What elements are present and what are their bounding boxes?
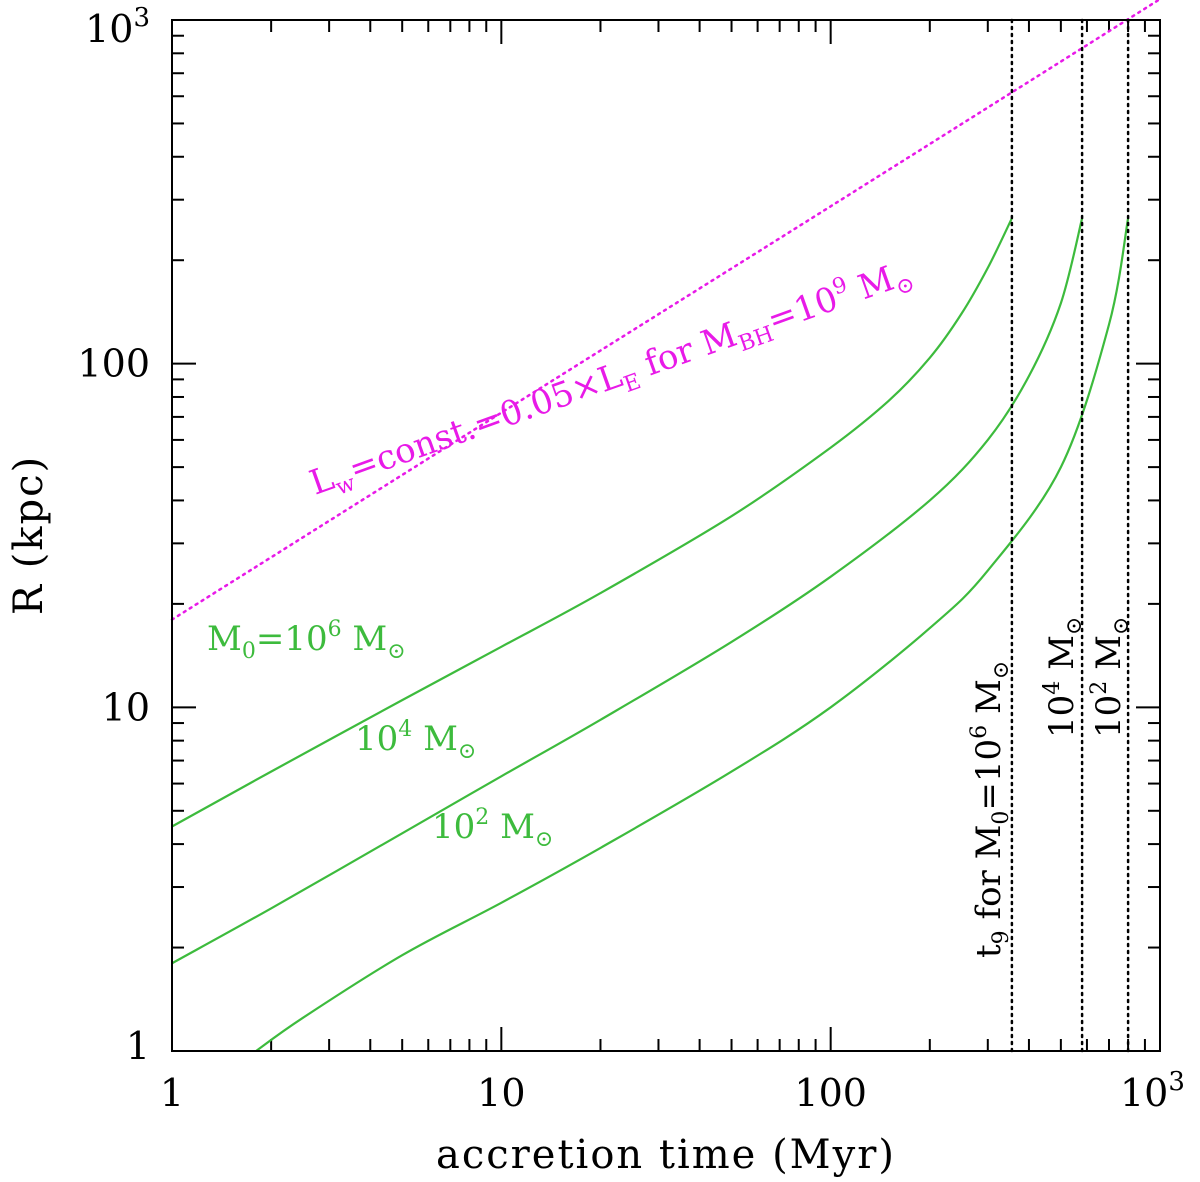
- y-axis-label: R (kpc): [6, 455, 52, 615]
- curve-label-m2: 102 M⊙: [432, 805, 553, 852]
- y-tick-label: 100: [77, 342, 150, 386]
- x-tick-label: 100: [794, 1071, 867, 1115]
- series-line-1: [171, 217, 1013, 828]
- y-tick-label: 10: [102, 685, 150, 729]
- series-group: [170, 0, 1161, 1053]
- x-tick-label: 10: [477, 1071, 525, 1115]
- x-tick-label: 103: [1120, 1067, 1185, 1115]
- x-tick-label: 1: [160, 1071, 184, 1115]
- curve-label-m6: M0=106 M⊙: [207, 617, 406, 664]
- series-line-3: [255, 218, 1130, 1052]
- t9-label-m2: 102 M⊙: [1087, 617, 1134, 738]
- y-tick-label: 1: [126, 1024, 150, 1068]
- t9-label-m6: t9 for M0=106 M⊙: [967, 661, 1014, 958]
- axis-ticks: [172, 20, 1160, 1051]
- series-line-2: [171, 217, 1084, 965]
- wind-luminosity-label: Lw=const.=0.05×LE for MBH=109 M⊙: [304, 251, 918, 508]
- series-line-0: [170, 0, 1161, 621]
- t9-label-m4: 104 M⊙: [1040, 617, 1087, 738]
- x-axis-label: accretion time (Myr): [436, 1132, 896, 1178]
- plot-frame: [171, 19, 1161, 1052]
- y-tick-label: 103: [85, 3, 150, 51]
- curve-label-m4: 104 M⊙: [355, 717, 476, 764]
- tick-labels: 1 10 100 103 1 10 100 103: [77, 3, 1184, 1115]
